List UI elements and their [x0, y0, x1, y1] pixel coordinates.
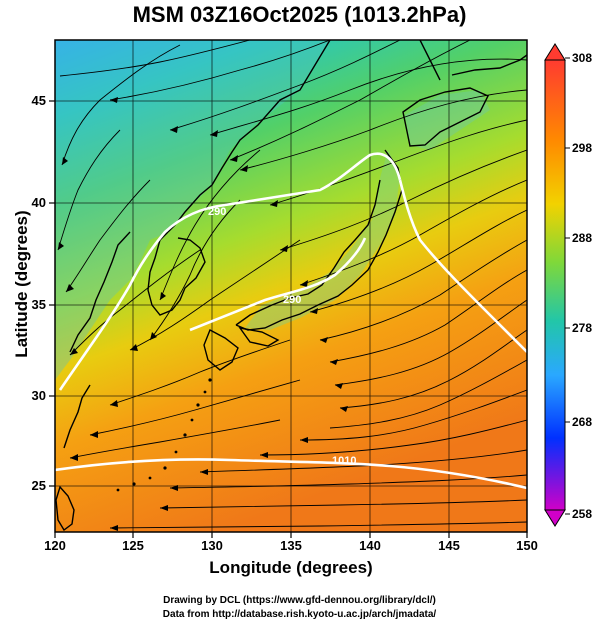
x-tick-140: 140 [359, 538, 381, 553]
colorbar-label-258: 258 [572, 507, 592, 521]
colorbar-label-268: 268 [572, 415, 592, 429]
coastlines [55, 40, 527, 532]
contour-lines [55, 152, 527, 490]
x-tick-130: 130 [201, 538, 223, 553]
x-tick-135: 135 [280, 538, 302, 553]
wind-arrowheads [58, 97, 348, 531]
y-tick-30: 30 [32, 388, 46, 403]
y-tick-45: 45 [32, 93, 46, 108]
x-tick-120: 120 [44, 538, 66, 553]
colorbar-label-298: 298 [572, 141, 592, 155]
map-title: MSM 03Z16Oct2025 (1013.2hPa) [132, 2, 467, 27]
land-hokkaido [405, 90, 490, 150]
y-tick-40: 40 [32, 195, 46, 210]
footer-credit-data: Data from http://database.rish.kyoto-u.a… [162, 609, 437, 620]
footer-credit-drawing: Drawing by DCL (https://www.gfd-dennou.o… [163, 595, 436, 606]
x-tick-125: 125 [122, 538, 144, 553]
x-tick-145: 145 [438, 538, 460, 553]
y-tick-25: 25 [32, 478, 46, 493]
colorbar-label-278: 278 [572, 321, 592, 335]
land-asia-mainland [55, 40, 330, 380]
wind-streamlines [57, 40, 527, 529]
colorbar-label-308: 308 [572, 51, 592, 65]
colorbar [544, 43, 570, 527]
contour-label-3: 1010 [332, 455, 356, 467]
x-tick-150: 150 [516, 538, 538, 553]
island-chain [116, 378, 212, 492]
contour-label-2: 290 [283, 294, 301, 306]
x-axis-label: Longitude (degrees) [209, 558, 373, 577]
colorbar-label-288: 288 [572, 231, 592, 245]
contour-label-1: 290 [208, 206, 226, 218]
y-tick-35: 35 [32, 297, 46, 312]
land-japan-honshu [245, 150, 400, 330]
tick-marks [49, 100, 528, 538]
